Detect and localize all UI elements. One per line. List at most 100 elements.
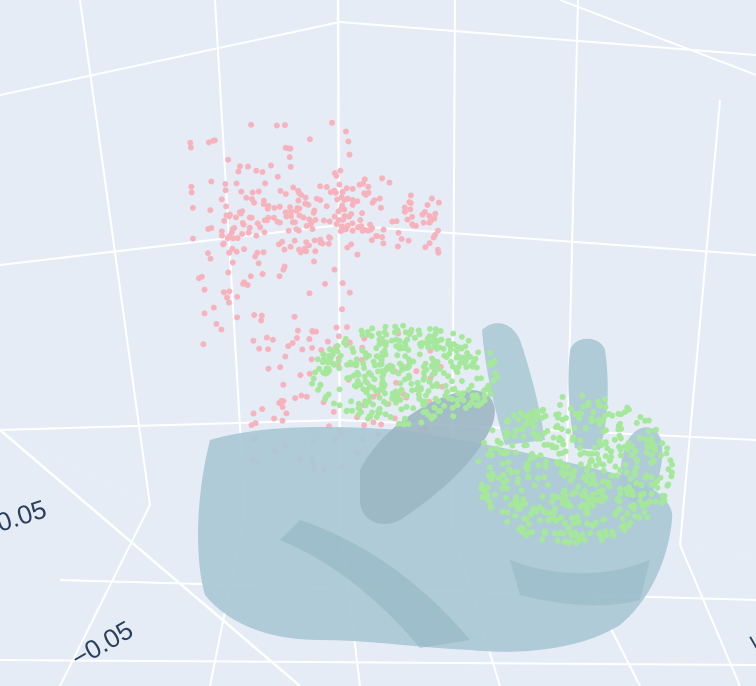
green-point (431, 413, 438, 419)
green-point (450, 413, 457, 420)
green-point (397, 396, 404, 403)
green-point (533, 435, 540, 442)
green-point (465, 337, 472, 344)
pink-point (208, 178, 215, 185)
green-point (389, 363, 396, 370)
pink-point (379, 234, 386, 241)
pink-point (218, 326, 225, 333)
green-point (596, 402, 603, 409)
green-point (322, 396, 328, 403)
pink-point (188, 189, 195, 196)
pink-point (341, 206, 348, 213)
green-point (594, 450, 600, 457)
green-point (663, 450, 670, 457)
pink-point (344, 324, 350, 331)
green-point (520, 433, 527, 440)
green-point (504, 509, 511, 516)
green-point (331, 361, 338, 368)
green-point (515, 416, 522, 423)
green-point (561, 494, 568, 501)
green-point (402, 376, 408, 383)
pink-point (289, 219, 296, 226)
pink-point (313, 328, 319, 335)
mesh-shade (280, 520, 470, 648)
green-point (633, 464, 640, 471)
pink-point (279, 404, 286, 410)
pink-point (394, 243, 401, 250)
green-point (619, 515, 626, 522)
green-point (316, 365, 323, 372)
pink-point (310, 209, 317, 216)
pink-point (413, 368, 420, 375)
green-point (584, 473, 591, 479)
green-point (645, 428, 652, 435)
green-point (402, 329, 409, 336)
pink-point (377, 204, 384, 211)
pink-point (259, 271, 266, 277)
green-point (518, 487, 525, 494)
green-point (490, 377, 497, 384)
green-point (440, 370, 447, 376)
pink-point (343, 185, 350, 192)
green-point (442, 382, 449, 389)
pink-point (339, 189, 346, 195)
pink-point (339, 227, 346, 234)
green-point (537, 452, 544, 459)
green-point (409, 387, 415, 394)
pink-point (359, 210, 366, 217)
green-point (448, 378, 455, 385)
pink-point (420, 219, 427, 226)
pink-point (331, 213, 338, 220)
green-point (520, 412, 527, 419)
pink-point (281, 122, 288, 129)
pink-point (190, 235, 196, 242)
green-point (608, 472, 615, 479)
green-point (565, 463, 572, 470)
pink-point (288, 213, 294, 220)
green-point (638, 481, 645, 488)
pink-point (222, 187, 229, 194)
green-point (549, 498, 555, 505)
green-point (365, 331, 372, 338)
green-point (475, 458, 482, 465)
green-point (612, 463, 619, 470)
green-point (503, 450, 509, 457)
pink-point (306, 370, 313, 377)
green-point (638, 491, 645, 498)
green-point (593, 481, 599, 488)
green-point (431, 404, 438, 411)
pink-point (322, 280, 328, 287)
green-point (493, 445, 500, 452)
green-point (492, 491, 498, 498)
green-point (400, 322, 407, 329)
pink-point (429, 216, 436, 223)
green-point (481, 439, 488, 446)
pink-point (279, 417, 286, 424)
pink-point (274, 173, 281, 180)
pink-point (265, 365, 272, 372)
pink-point (259, 406, 266, 412)
green-point (602, 453, 609, 460)
pink-point (306, 136, 313, 143)
green-point (425, 388, 432, 395)
pink-point (288, 208, 294, 215)
green-point (402, 365, 409, 372)
green-point (632, 448, 639, 455)
green-point (370, 358, 377, 365)
pink-point (332, 189, 339, 196)
green-point (436, 344, 443, 351)
green-point (502, 494, 509, 501)
green-point (378, 361, 385, 368)
green-point (657, 452, 664, 459)
pink-point (292, 395, 299, 402)
green-point (383, 331, 390, 338)
green-point (489, 470, 496, 477)
green-point (648, 436, 655, 443)
green-point (449, 396, 456, 402)
pink-point (331, 266, 338, 273)
green-point (590, 409, 597, 416)
grid-line (0, 224, 341, 266)
green-point (310, 375, 317, 382)
